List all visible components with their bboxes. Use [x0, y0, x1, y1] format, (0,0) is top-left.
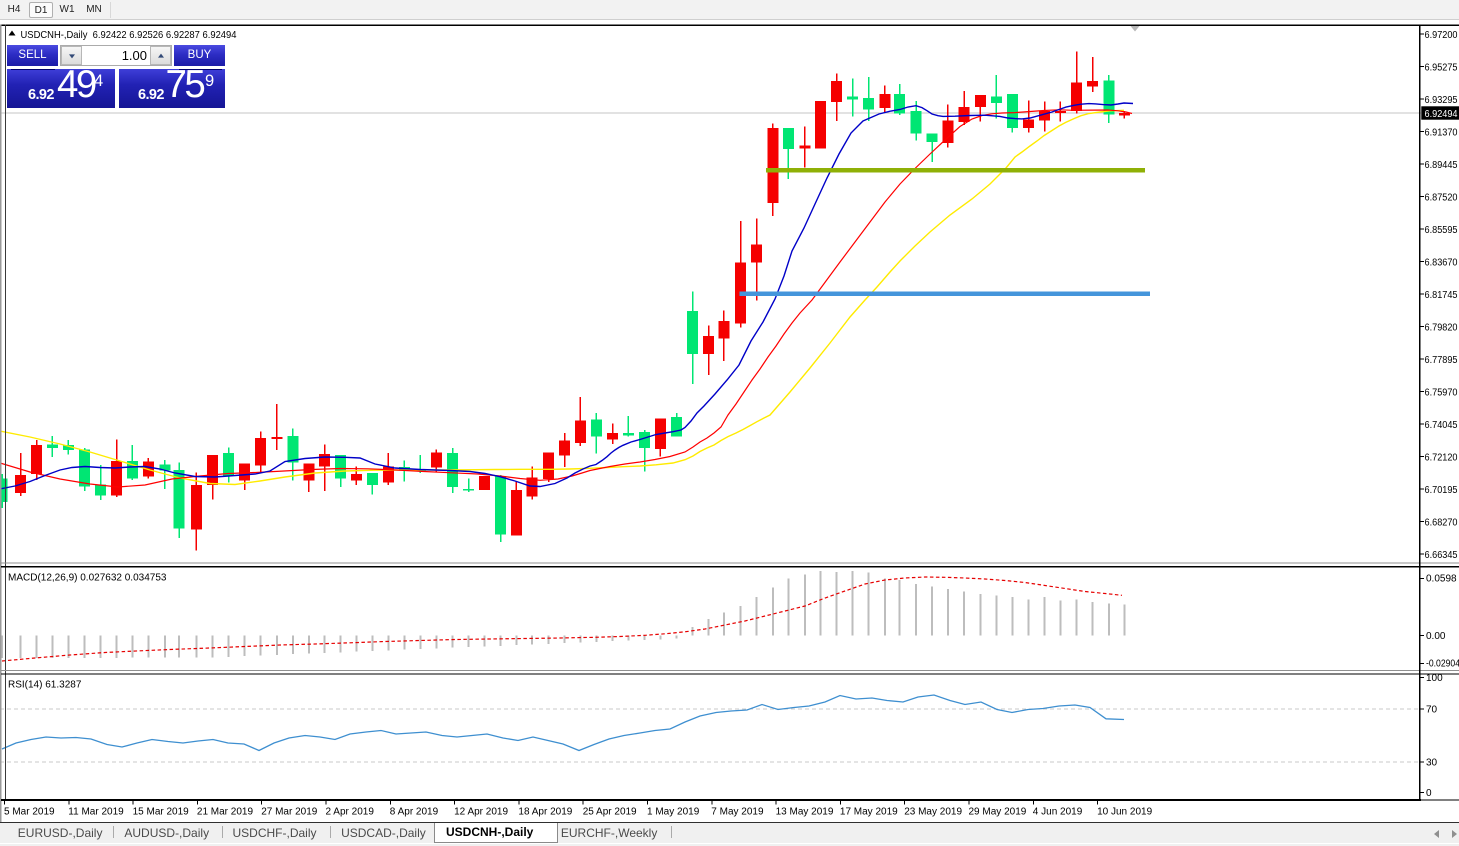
svg-text:6.87520: 6.87520 [1425, 192, 1458, 203]
svg-text:6.91370: 6.91370 [1425, 127, 1458, 138]
svg-text:0.00: 0.00 [1426, 631, 1446, 642]
svg-text:15 Mar 2019: 15 Mar 2019 [133, 807, 190, 818]
svg-text:70: 70 [1426, 704, 1438, 715]
svg-text:6.77895: 6.77895 [1425, 355, 1458, 366]
svg-text:6.83670: 6.83670 [1425, 257, 1458, 268]
svg-text:25 Apr 2019: 25 Apr 2019 [583, 807, 637, 818]
svg-text:12 Apr 2019: 12 Apr 2019 [454, 807, 508, 818]
svg-text:6.79820: 6.79820 [1425, 322, 1458, 333]
svg-text:23 May 2019: 23 May 2019 [904, 807, 962, 818]
svg-text:6.68270: 6.68270 [1425, 517, 1458, 528]
svg-text:USDCNH-,Daily 6.92422 6.92526: USDCNH-,Daily 6.92422 6.92526 6.92287 6.… [21, 29, 237, 41]
svg-text:6.66345: 6.66345 [1425, 550, 1458, 561]
svg-text:11 Mar 2019: 11 Mar 2019 [68, 807, 124, 818]
svg-text:8 Apr 2019: 8 Apr 2019 [390, 807, 439, 818]
svg-text:1 May 2019: 1 May 2019 [647, 807, 700, 818]
svg-text:100: 100 [1426, 673, 1443, 684]
svg-text:29 May 2019: 29 May 2019 [969, 807, 1027, 818]
svg-text:-0.02904: -0.02904 [1426, 659, 1459, 670]
svg-text:10 Jun 2019: 10 Jun 2019 [1097, 807, 1152, 818]
svg-text:0.0598: 0.0598 [1426, 574, 1457, 585]
svg-text:6.97200: 6.97200 [1425, 30, 1458, 41]
svg-text:6.89445: 6.89445 [1425, 160, 1458, 171]
svg-text:6.72120: 6.72120 [1425, 452, 1458, 463]
svg-text:6.75970: 6.75970 [1425, 387, 1458, 398]
svg-text:2 Apr 2019: 2 Apr 2019 [326, 807, 375, 818]
svg-text:MACD(12,26,9) 0.027632 0.03475: MACD(12,26,9) 0.027632 0.034753 [8, 573, 167, 584]
svg-text:0: 0 [1426, 788, 1432, 799]
svg-text:4 Jun 2019: 4 Jun 2019 [1033, 807, 1083, 818]
svg-text:6.81745: 6.81745 [1425, 290, 1458, 301]
svg-text:5 Mar 2019: 5 Mar 2019 [4, 807, 55, 818]
svg-text:27 Mar 2019: 27 Mar 2019 [261, 807, 318, 818]
svg-text:6.92494: 6.92494 [1425, 109, 1458, 120]
svg-text:6.93295: 6.93295 [1425, 95, 1458, 106]
svg-text:30: 30 [1426, 757, 1438, 768]
svg-text:RSI(14) 61.3287: RSI(14) 61.3287 [8, 680, 82, 691]
svg-text:17 May 2019: 17 May 2019 [840, 807, 898, 818]
svg-text:18 Apr 2019: 18 Apr 2019 [518, 807, 572, 818]
svg-text:6.74045: 6.74045 [1425, 420, 1458, 431]
svg-text:6.95275: 6.95275 [1425, 62, 1458, 73]
svg-text:6.70195: 6.70195 [1425, 485, 1458, 496]
svg-text:7 May 2019: 7 May 2019 [711, 807, 764, 818]
svg-text:13 May 2019: 13 May 2019 [776, 807, 834, 818]
svg-text:21 Mar 2019: 21 Mar 2019 [197, 807, 254, 818]
svg-text:6.85595: 6.85595 [1425, 225, 1458, 236]
